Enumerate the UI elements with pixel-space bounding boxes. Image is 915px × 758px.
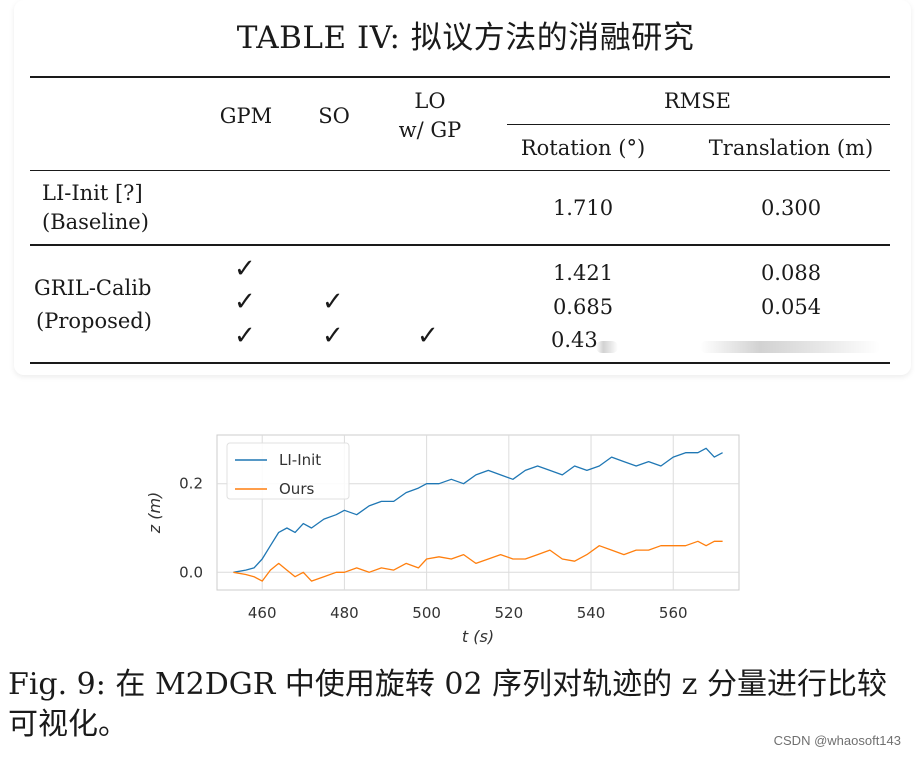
x-tick-label: 560 xyxy=(659,604,688,622)
header-translation: Translation (m) xyxy=(708,136,874,160)
legend-label: Ours xyxy=(279,480,314,498)
baseline-rotation: 1.710 xyxy=(552,196,614,220)
x-tick-label: 520 xyxy=(495,604,524,622)
proposed-row3-rotation: 0.43 xyxy=(551,328,598,352)
x-axis-label: t (s) xyxy=(462,627,494,646)
x-tick-label: 540 xyxy=(577,604,606,622)
y-tick-label: 0.2 xyxy=(179,475,203,493)
x-tick-label: 480 xyxy=(330,604,359,622)
check-icon: ✓ xyxy=(234,321,256,351)
check-icon: ✓ xyxy=(234,254,256,284)
proposed-row2-rotation: 0.685 xyxy=(552,295,614,319)
check-icon: ✓ xyxy=(322,287,344,317)
proposed-name-line1: GRIL-Calib xyxy=(34,276,152,300)
header-rule xyxy=(30,170,890,171)
check-icon: ✓ xyxy=(322,321,344,351)
proposed-row1-rotation: 1.421 xyxy=(552,261,614,285)
header-rmse: RMSE xyxy=(663,89,732,113)
table-title: TABLE IV: 拟议方法的消融研究 xyxy=(236,20,695,56)
watermark: CSDN @whaosoft143 xyxy=(773,733,901,748)
figure-caption: Fig. 9: 在 M2DGR 中使用旋转 02 序列对轨迹的 z 分量进行比较… xyxy=(8,667,888,742)
mid-rule xyxy=(30,244,890,246)
proposed-row2-translation: 0.054 xyxy=(760,295,822,319)
rmse-underline xyxy=(507,124,890,125)
baseline-translation: 0.300 xyxy=(760,196,822,220)
header-so: SO xyxy=(318,104,350,128)
proposed-row1-translation: 0.088 xyxy=(760,261,822,285)
z-trajectory-chart: 460 480 500 520 540 560 0.0 0.2 t (s) z (m) LI-Ini… xyxy=(145,434,740,646)
baseline-name-line2: (Baseline) xyxy=(42,210,149,234)
check-icon: ✓ xyxy=(417,321,439,351)
legend-label: LI-Init xyxy=(279,451,321,469)
blurred-region xyxy=(596,341,618,353)
top-rule xyxy=(30,76,890,78)
blurred-region xyxy=(700,341,880,353)
x-tick-label: 460 xyxy=(248,604,277,622)
baseline-name-line1: LI-Init [?] xyxy=(42,181,143,205)
x-tick-label: 500 xyxy=(412,604,441,622)
proposed-name-line2: (Proposed) xyxy=(36,309,152,333)
header-rotation: Rotation (°) xyxy=(520,136,646,160)
y-tick-label: 0.0 xyxy=(179,563,203,581)
check-icon: ✓ xyxy=(234,287,256,317)
header-gpm: GPM xyxy=(219,104,273,128)
table-card xyxy=(14,0,911,375)
bottom-rule xyxy=(30,362,890,364)
legend-box xyxy=(226,442,350,500)
header-lo-line2: w/ GP xyxy=(398,118,462,142)
y-axis-label: z (m) xyxy=(145,492,164,535)
header-lo-line1: LO xyxy=(414,89,446,113)
series-line-ours xyxy=(233,540,723,582)
series-line-li-init xyxy=(233,447,723,573)
